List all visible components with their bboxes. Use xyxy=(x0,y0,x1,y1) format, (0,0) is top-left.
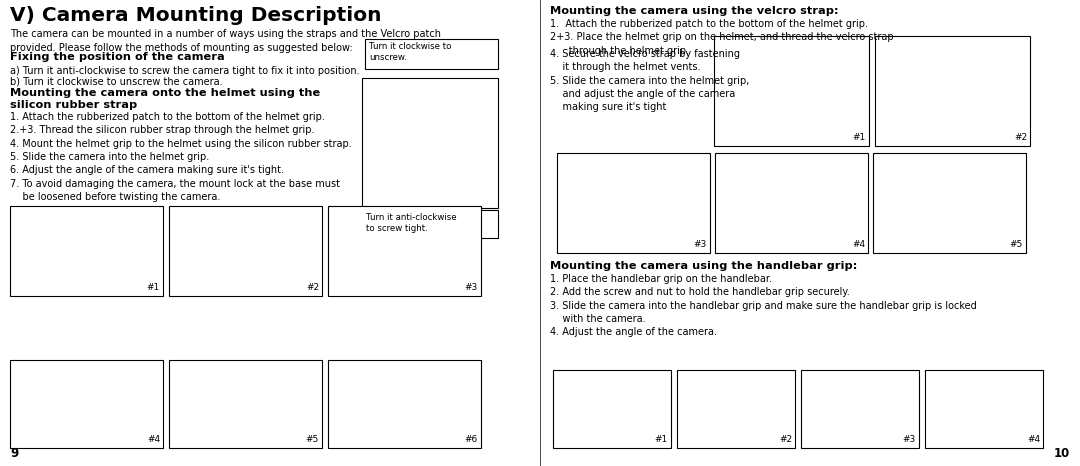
Bar xyxy=(715,153,868,253)
Bar xyxy=(10,206,163,296)
Text: Fixing the position of the camera: Fixing the position of the camera xyxy=(10,52,225,62)
Text: The camera can be mounted in a number of ways using the straps and the Velcro pa: The camera can be mounted in a number of… xyxy=(10,29,441,53)
Text: 1. Attach the rubberized patch to the bottom of the helmet grip.
2.+3. Thread th: 1. Attach the rubberized patch to the bo… xyxy=(10,112,352,202)
Text: V) Camera Mounting Description: V) Camera Mounting Description xyxy=(10,6,381,25)
Text: #3: #3 xyxy=(693,240,707,249)
Bar xyxy=(362,78,498,208)
Bar xyxy=(362,210,498,238)
Bar xyxy=(328,360,481,448)
Text: #1: #1 xyxy=(147,283,160,292)
Text: Turn it anti-clockwise
to screw tight.: Turn it anti-clockwise to screw tight. xyxy=(366,213,457,233)
Bar xyxy=(328,206,481,296)
Text: Turn it clockwise to
unscrew.: Turn it clockwise to unscrew. xyxy=(369,42,451,62)
Text: Mounting the camera using the handlebar grip:: Mounting the camera using the handlebar … xyxy=(550,261,858,271)
Bar xyxy=(875,36,1030,146)
Bar xyxy=(801,370,919,448)
Text: #4: #4 xyxy=(852,240,865,249)
Bar xyxy=(10,360,163,448)
Bar xyxy=(557,153,710,253)
Text: #3: #3 xyxy=(464,283,478,292)
Bar xyxy=(677,370,795,448)
Text: a) Turn it anti-clockwise to screw the camera tight to fix it into position.: a) Turn it anti-clockwise to screw the c… xyxy=(10,66,360,76)
Text: 1.  Attach the rubberized patch to the bottom of the helmet grip.
2+3. Place the: 1. Attach the rubberized patch to the bo… xyxy=(550,19,893,56)
Text: #1: #1 xyxy=(853,133,866,142)
Text: #2: #2 xyxy=(1014,133,1027,142)
Text: Mounting the camera onto the helmet using the: Mounting the camera onto the helmet usin… xyxy=(10,88,321,98)
Text: #1: #1 xyxy=(654,435,669,444)
Text: #4: #4 xyxy=(1027,435,1040,444)
Text: #4: #4 xyxy=(147,435,160,444)
Bar xyxy=(873,153,1026,253)
Bar xyxy=(365,39,498,69)
Text: #2: #2 xyxy=(306,283,319,292)
Text: #5: #5 xyxy=(306,435,319,444)
Text: b) Turn it clockwise to unscrew the camera.: b) Turn it clockwise to unscrew the came… xyxy=(10,76,222,86)
Bar xyxy=(168,206,322,296)
Text: #5: #5 xyxy=(1010,240,1023,249)
Text: #3: #3 xyxy=(903,435,916,444)
Text: 1. Place the handlebar grip on the handlebar.
2. Add the screw and nut to hold t: 1. Place the handlebar grip on the handl… xyxy=(550,274,976,337)
Text: 4. Secure the velcro strap by fastening
    it through the helmet vents.
5. Slid: 4. Secure the velcro strap by fastening … xyxy=(550,49,750,112)
Bar xyxy=(553,370,671,448)
Text: Mounting the camera using the velcro strap:: Mounting the camera using the velcro str… xyxy=(550,6,839,16)
Text: 9: 9 xyxy=(10,447,18,460)
Bar xyxy=(924,370,1043,448)
Text: #6: #6 xyxy=(464,435,478,444)
Text: 10: 10 xyxy=(1054,447,1070,460)
Bar xyxy=(168,360,322,448)
Bar xyxy=(714,36,869,146)
Text: silicon rubber strap: silicon rubber strap xyxy=(10,100,137,110)
Text: #2: #2 xyxy=(779,435,792,444)
